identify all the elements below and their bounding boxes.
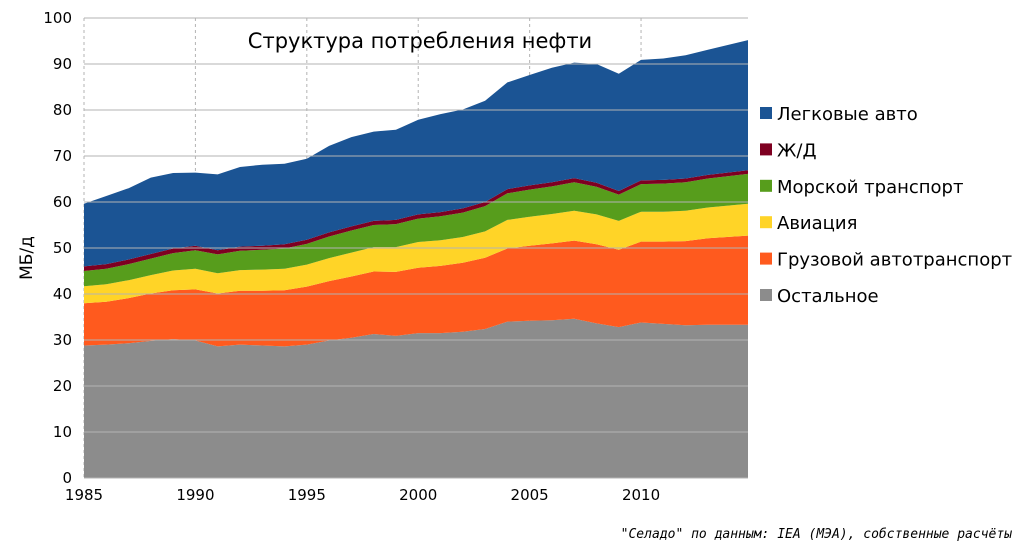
legend-label: Легковые авто [777,104,918,125]
legend-label: Ж/Д [777,140,817,161]
x-tick-label: 1990 [176,486,214,504]
y-tick-label: 0 [62,469,72,487]
y-tick-label: 60 [53,193,72,211]
y-axis-title: МБ/д [17,236,37,280]
legend-label: Авиация [777,213,857,234]
y-tick-label: 90 [53,55,72,73]
y-tick-label: 50 [53,239,72,257]
area-series-2 [84,235,748,347]
x-tick-label: 1985 [65,486,103,504]
y-tick-label: 20 [53,377,72,395]
area-series-3 [84,203,748,304]
area-series-6 [84,40,748,267]
x-tick-label: 2005 [511,486,549,504]
legend-label: Остальное [777,286,879,307]
area-series-5 [84,170,748,271]
legend-label: Морской транспорт [777,177,963,198]
source-note: "Селадо" по данным: IEA (МЭА), собственн… [621,527,1013,542]
legend-swatch [760,179,772,192]
x-tick-label: 2000 [399,486,437,504]
y-tick-label: 40 [53,285,72,303]
y-tick-label: 10 [53,423,72,441]
x-tick-label: 1995 [288,486,326,504]
horizontal-gridlines [84,17,748,479]
legend-swatch [760,216,772,229]
y-tick-label: 100 [43,9,72,27]
y-tick-label: 30 [53,331,72,349]
legend-swatch [760,143,772,156]
area-series-1 [84,318,748,478]
y-tick-label: 80 [53,101,72,119]
x-tick-label: 2010 [622,486,660,504]
x-axis-tick-labels: 1985 1990 1995 2000 2005 2010 [65,486,660,504]
legend-label: Грузовой автотранспорт [777,250,1012,271]
legend-swatch [760,252,772,265]
chart-title: Структура потребления нефти [248,29,592,53]
legend-swatch [760,107,772,119]
legend-swatch [760,289,772,301]
area-series-group [84,40,748,478]
y-tick-label: 70 [53,147,72,165]
legend: Легковые авто Ж/Д Морской транспорт Авиация… [760,104,1012,307]
y-axis-tick-labels: 0 10 20 30 40 50 60 70 80 90 100 [43,9,72,487]
